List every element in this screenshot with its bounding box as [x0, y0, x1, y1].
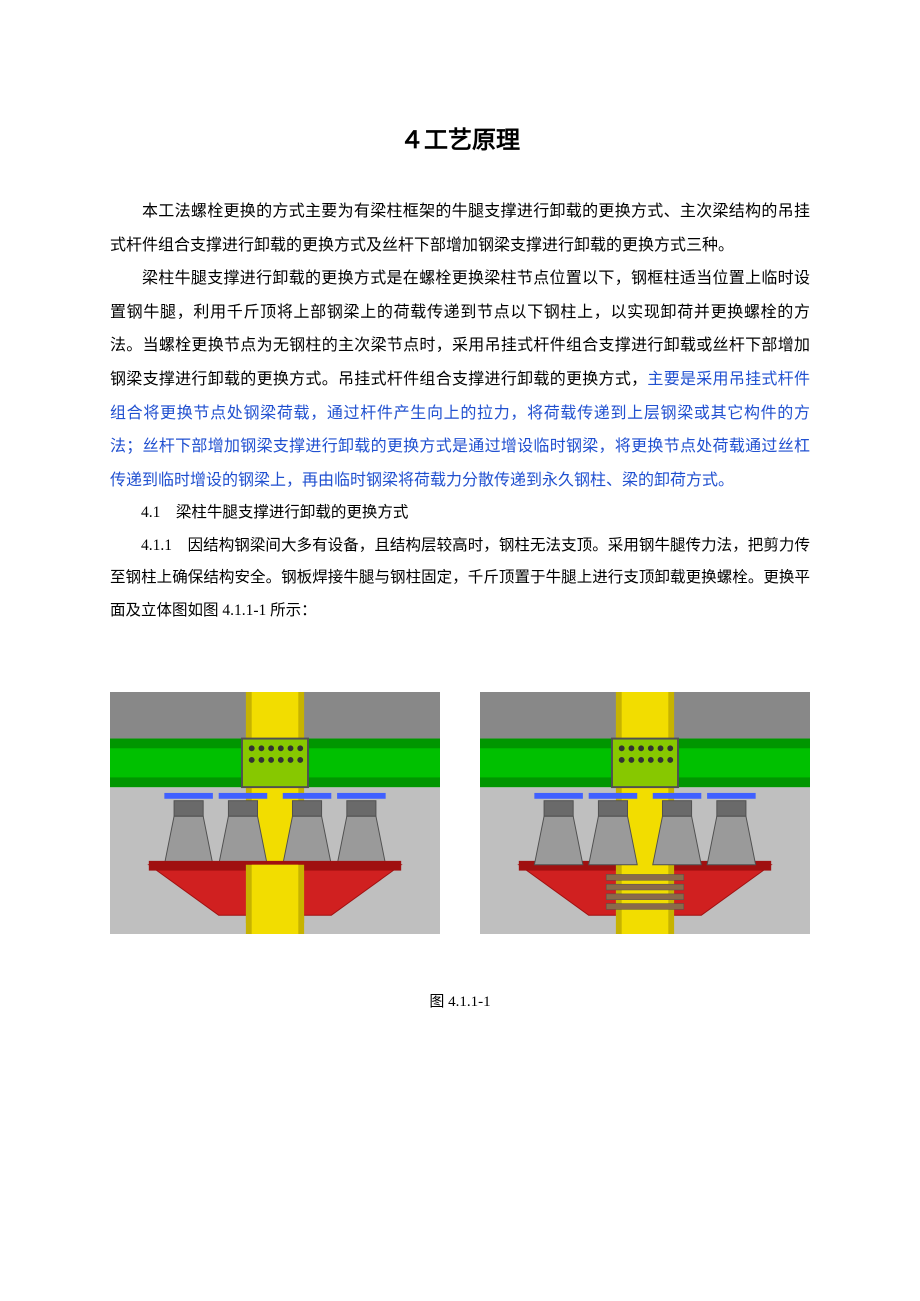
figure-caption: 图 4.1.1-1 — [110, 990, 810, 1011]
figure-left-svg — [110, 692, 440, 935]
section-4-1-1: 4.1.1 因结构钢梁间大多有设备，且结构层较高时，钢柱无法支顶。采用钢牛腿传力… — [110, 530, 810, 628]
figure-row — [110, 692, 810, 935]
paragraph-1: 本工法螺栓更换的方式主要为有梁柱框架的牛腿支撑进行卸载的更换方式、主次梁结构的吊… — [110, 195, 810, 262]
figure-left — [110, 692, 440, 935]
page-title: ４工艺原理 — [110, 120, 810, 155]
section-4-1: 4.1 梁柱牛腿支撑进行卸载的更换方式 — [110, 497, 810, 530]
figure-right-svg — [480, 692, 810, 935]
paragraph-2: 梁柱牛腿支撑进行卸载的更换方式是在螺栓更换梁柱节点位置以下，钢框柱适当位置上临时… — [110, 262, 810, 497]
paragraph-2-highlight: 主要是采用吊挂式杆件组合将更换节点处钢梁荷载，通过杆件产生向上的拉力，将荷载传递… — [110, 371, 810, 489]
figure-right — [480, 692, 810, 935]
